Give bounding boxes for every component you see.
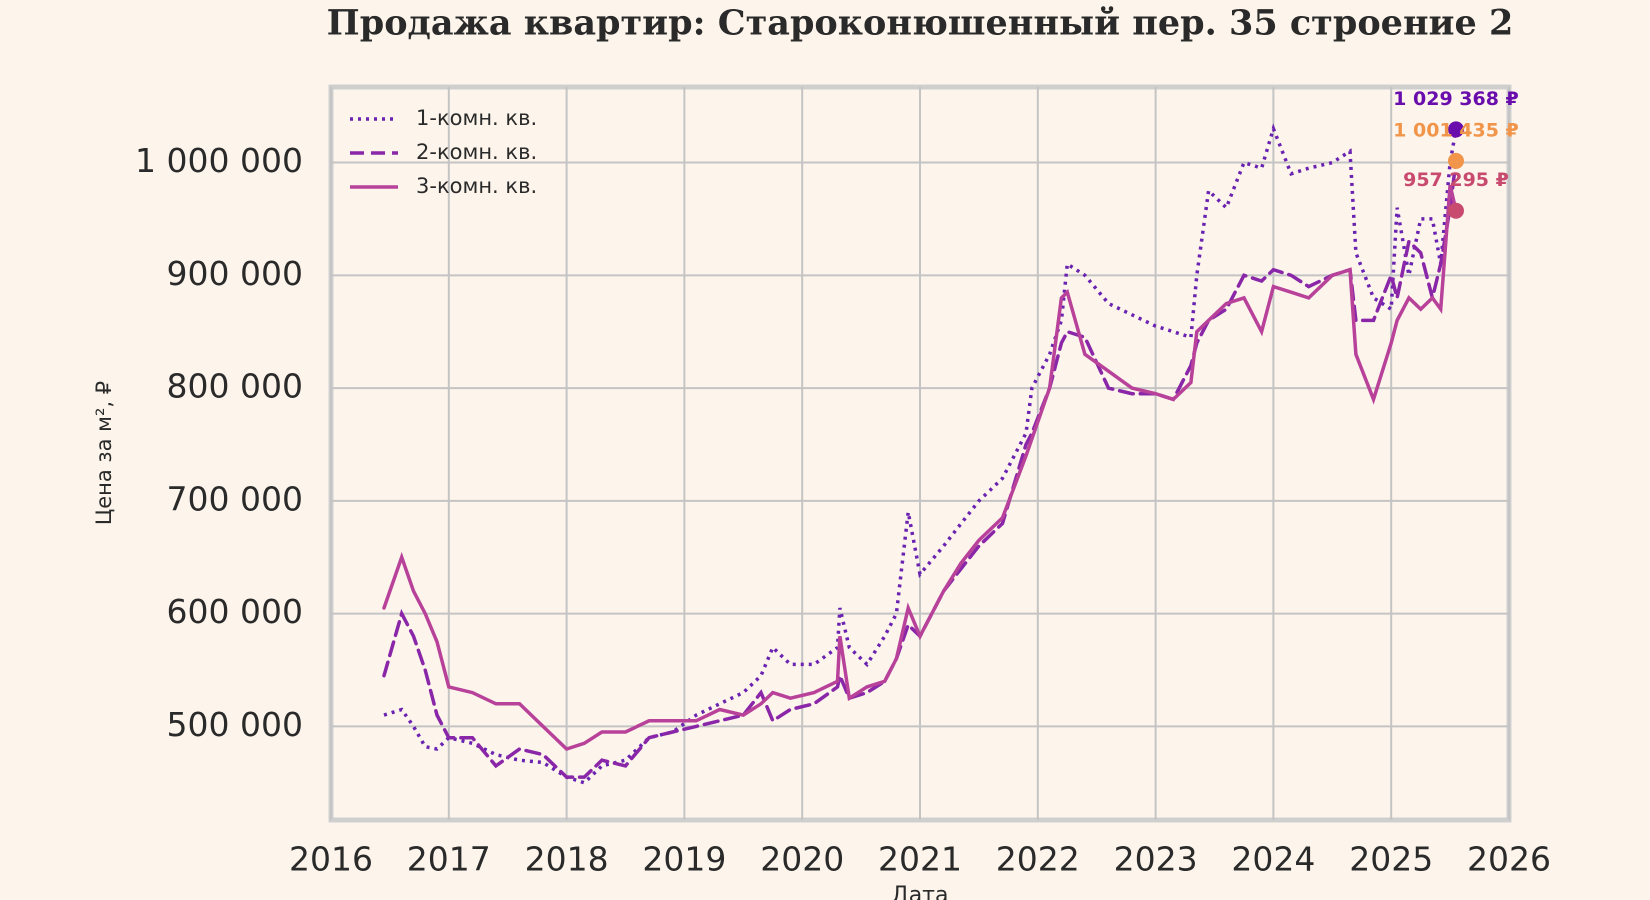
x-axis-label: Дата: [892, 883, 949, 900]
x-tick-label: 2026: [1467, 840, 1551, 879]
annotations: 1 029 368 ₽ 1 001 435 ₽ 957 295 ₽: [1393, 88, 1519, 219]
x-tick-label: 2016: [289, 840, 373, 879]
end-label: 957 295 ₽: [1403, 169, 1509, 191]
end-label: 1 001 435 ₽: [1393, 119, 1519, 141]
y-tick-label: 800 000: [167, 367, 303, 406]
chart-title: Продажа квартир: Староконюшенный пер. 35…: [327, 3, 1514, 44]
y-tick-label: 700 000: [167, 479, 303, 518]
grid: 500 000 600 000 700 000 800 000 900 000 1 000…: [135, 87, 1551, 879]
y-tick-label: 600 000: [167, 592, 303, 631]
x-tick-label: 2021: [878, 840, 962, 879]
y-axis-label: Цена за м², ₽: [92, 381, 116, 525]
legend-label: 3-комн. кв.: [416, 174, 537, 198]
lines: [382, 123, 1458, 785]
x-tick-label: 2019: [642, 840, 726, 879]
y-tick-label: 1 000 000: [135, 141, 303, 180]
x-tick-label: 2023: [1114, 840, 1198, 879]
legend-label: 1-комн. кв.: [416, 106, 537, 130]
x-tick-label: 2020: [760, 840, 844, 879]
series-line: [383, 123, 1458, 785]
x-tick-label: 2024: [1231, 840, 1315, 879]
legend-label: 2-комн. кв.: [416, 140, 537, 164]
end-label: 1 029 368 ₽: [1393, 88, 1519, 110]
y-tick-label: 900 000: [167, 254, 303, 293]
end-marker: [1447, 152, 1464, 169]
y-tick-label: 500 000: [167, 705, 303, 744]
x-tick-label: 2022: [996, 840, 1080, 879]
x-tick-label: 2025: [1349, 840, 1433, 879]
end-marker: [1447, 202, 1464, 219]
series-line: [382, 184, 1458, 751]
end-marker: [1447, 121, 1464, 138]
x-tick-label: 2017: [407, 840, 491, 879]
x-tick-label: 2018: [525, 840, 609, 879]
legend: 1-комн. кв. 2-комн. кв. 3-комн. кв.: [350, 106, 537, 198]
